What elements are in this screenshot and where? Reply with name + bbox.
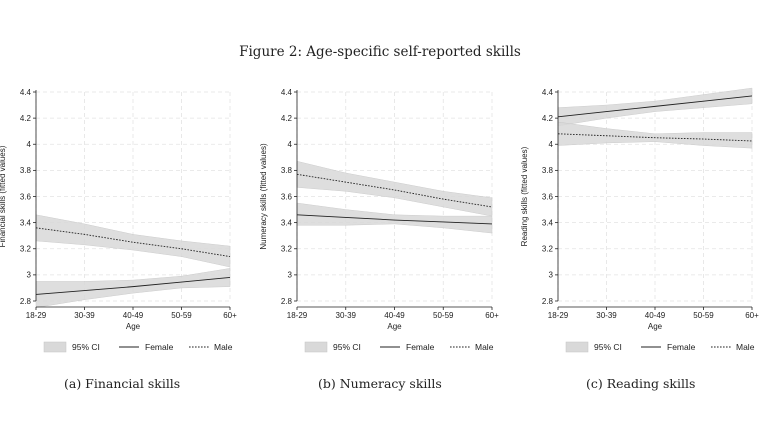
legend-label-female: Female (145, 342, 174, 352)
ci-band-male (296, 160, 493, 217)
x-axis-title: Age (126, 322, 141, 331)
y-tick-label: 3 (288, 271, 293, 280)
x-tick-label: 60+ (485, 311, 499, 320)
x-tick-label: 50-59 (693, 311, 714, 320)
x-axis-title: Age (387, 322, 402, 331)
y-axis-title: Reading skills (fitted values) (520, 146, 529, 246)
y-tick-label: 4.4 (281, 88, 293, 97)
legend-label-ci: 95% CI (333, 342, 361, 352)
y-tick-label: 3.6 (281, 192, 293, 201)
legend-label-female: Female (406, 342, 435, 352)
y-tick-label: 2.8 (20, 297, 32, 306)
y-tick-label: 4.2 (542, 114, 554, 123)
y-tick-label: 3.8 (281, 166, 293, 175)
y-tick-label: 2.8 (281, 297, 293, 306)
y-tick-label: 4.4 (20, 88, 32, 97)
ci-band-male (557, 121, 753, 149)
x-tick-label: 18-29 (548, 311, 569, 320)
x-tick-label: 60+ (223, 311, 237, 320)
legend-label-female: Female (667, 342, 696, 352)
series-line-male (557, 133, 753, 142)
legend-label-ci: 95% CI (72, 342, 100, 352)
chart-panel-3: 2.8 3 3.2 3.4 3.6 3.8 4 4.2 4.4 18-29 30-39 40-49 50… (520, 87, 759, 353)
legend-label-male: Male (736, 342, 755, 352)
legend-label-male: Male (475, 342, 494, 352)
y-tick-label: 4 (288, 140, 293, 149)
figure-title: Figure 2: Age-specific self-reported ski… (239, 44, 521, 60)
ci-band-male (35, 214, 231, 268)
series-line-female (296, 214, 493, 225)
legend-label-ci: 95% CI (594, 342, 622, 352)
y-tick-label: 4 (27, 140, 32, 149)
y-tick-label: 3.4 (281, 218, 293, 227)
y-tick-label: 2.8 (542, 297, 554, 306)
y-tick-label: 3 (549, 271, 554, 280)
caption-financial: (a) Financial skills (64, 376, 181, 391)
y-tick-label: 4 (549, 140, 554, 149)
x-tick-label: 30-39 (74, 311, 95, 320)
y-axis-title: Financial skills (fitted values) (0, 145, 7, 247)
y-tick-label: 3.6 (20, 192, 32, 201)
y-tick-label: 4.2 (20, 114, 32, 123)
y-tick-label: 3.2 (542, 245, 554, 254)
x-tick-label: 50-59 (171, 311, 192, 320)
legend-ci-swatch (43, 341, 67, 353)
ci-band-female (35, 268, 231, 308)
x-tick-label: 18-29 (287, 311, 308, 320)
x-tick-label: 18-29 (26, 311, 47, 320)
y-tick-label: 3.4 (20, 218, 32, 227)
y-tick-label: 3.8 (542, 166, 554, 175)
y-tick-label: 3 (27, 271, 32, 280)
y-tick-label: 3.2 (20, 245, 32, 254)
x-tick-label: 60+ (745, 311, 759, 320)
y-tick-label: 4.2 (281, 114, 293, 123)
x-tick-label: 40-49 (123, 311, 144, 320)
x-tick-label: 40-49 (384, 311, 405, 320)
series-line-female (557, 95, 753, 118)
ci-band-female (557, 87, 753, 127)
caption-numeracy: (b) Numeracy skills (318, 376, 442, 391)
y-tick-label: 3.4 (542, 218, 554, 227)
legend-ci-swatch (565, 341, 589, 353)
x-tick-label: 50-59 (433, 311, 454, 320)
caption-reading: (c) Reading skills (586, 376, 696, 391)
x-tick-label: 30-39 (596, 311, 617, 320)
chart-panel-1: 2.8 3 3.2 3.4 3.6 3.8 4 4.2 4.4 18-29 30-39 40-49 50… (0, 88, 237, 353)
y-tick-label: 4.4 (542, 88, 554, 97)
x-axis-title: Age (648, 322, 663, 331)
x-tick-label: 30-39 (336, 311, 357, 320)
legend-label-male: Male (214, 342, 233, 352)
y-axis-title: Numeracy skills (fitted values) (259, 143, 268, 250)
series-line-male (35, 227, 231, 258)
chart-panel-2: 2.8 3 3.2 3.4 3.6 3.8 4 4.2 4.4 18-29 30-39 40-49 50… (259, 88, 499, 353)
y-tick-label: 3.8 (20, 166, 32, 175)
legend-ci-swatch (304, 341, 328, 353)
y-tick-label: 3.6 (542, 192, 554, 201)
x-tick-label: 40-49 (645, 311, 666, 320)
y-tick-label: 3.2 (281, 245, 293, 254)
series-line-female (35, 277, 231, 295)
ci-band-female (296, 202, 493, 234)
